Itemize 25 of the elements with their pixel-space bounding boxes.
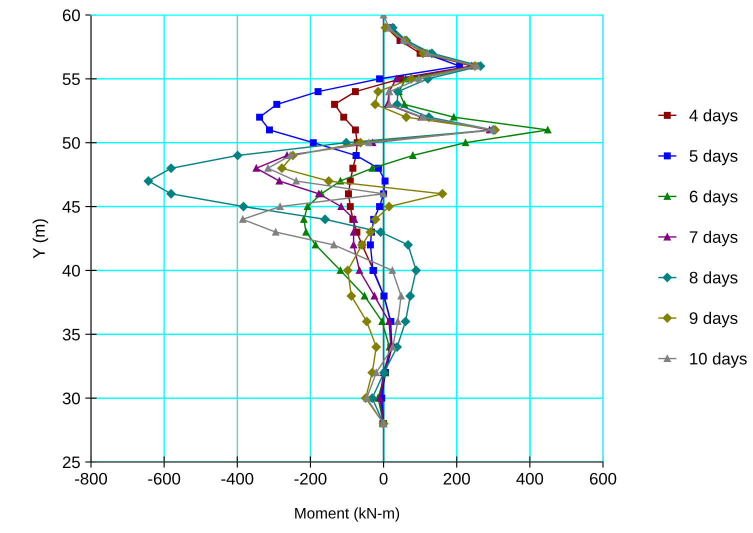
legend-label: 7 days [690,230,738,246]
x-tick-label: -400 [221,472,254,485]
x-tick-label: -200 [294,472,326,485]
y-tick-label: 50 [62,137,80,149]
legend-label: 5 days [690,150,738,166]
legend-label: 9 days [690,312,738,328]
y-tick-label: 35 [62,328,80,340]
y-tick-label: 30 [62,392,80,404]
y-tick-label: 55 [62,73,80,86]
x-tick-label: -800 [75,472,108,485]
legend-label: 6 days [690,190,738,206]
legend-label: 10 days [690,352,747,368]
x-tick-label: -600 [148,472,180,485]
x-tick-label: 400 [516,472,544,485]
x-tick-label: 200 [444,472,470,485]
y-tick-label: 25 [62,456,80,468]
x-tick-label: 0 [380,472,388,485]
x-tick-label: 600 [590,472,616,485]
y-tick-label: 45 [62,201,80,213]
x-axis-title: Moment (kN-m) [295,507,400,522]
y-tick-label: 60 [62,9,80,22]
y-axis-title: Y (m) [32,219,48,258]
y-tick-label: 40 [62,264,80,277]
legend-label: 4 days [689,109,738,125]
legend-label: 8 days [690,271,738,287]
